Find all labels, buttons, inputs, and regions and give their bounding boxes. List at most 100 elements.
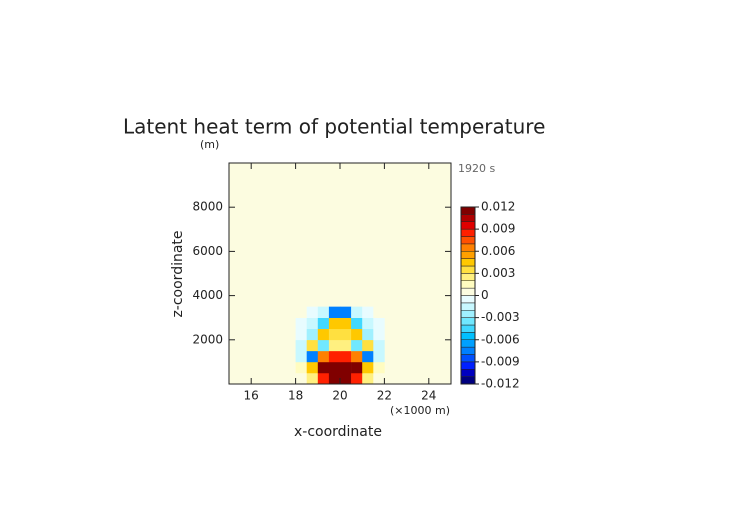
x-tick-label: 20 [332,389,347,403]
x-tick-label: 24 [421,389,436,403]
colorbar-band [460,258,476,267]
time-label: 1920 s [458,162,495,175]
x-tick-label: 22 [377,389,392,403]
colorbar-band [460,369,476,377]
cell [317,328,330,341]
x-tick-label: 18 [288,389,303,403]
colorbar-band [460,214,476,222]
cell [351,361,363,374]
cell [351,317,363,330]
colorbar-band [460,287,476,296]
colorbar-band [460,280,476,289]
colorbar-tick-label: -0.006 [481,332,520,346]
cell [362,306,374,318]
x-axis-label: x-coordinate [294,424,382,440]
cell [340,328,352,341]
cell [295,372,307,385]
chart-title: Latent heat term of potential temperatur… [123,115,545,139]
colorbar-tick-label: 0.003 [481,266,515,280]
y-tick-label: 2000 [192,332,223,346]
cell [306,372,319,385]
cell [306,328,319,341]
colorbar-tick-label: -0.003 [481,310,520,324]
cell [340,317,352,330]
cell [340,350,352,363]
cell [340,339,352,352]
x-unit: (×1000 m) [390,404,450,417]
cell [328,328,341,341]
colorbar-band [460,228,476,237]
cell [373,372,385,385]
colorbar-band [460,361,476,370]
cell [306,339,319,352]
cell [317,306,330,318]
cell [306,306,319,318]
colorbar-tick-label: -0.012 [481,377,520,391]
cell [373,339,385,352]
y-tick-label: 6000 [192,244,223,258]
cell [306,361,319,374]
cell [295,361,307,374]
cell [373,350,385,363]
cell [362,339,374,352]
colorbar-band [460,265,476,274]
cell [328,317,341,330]
cell [373,328,385,341]
cell [328,339,341,352]
cell [317,372,330,385]
cell [351,328,363,341]
colorbar-band [460,354,476,363]
colorbar-band [460,324,476,333]
cell [317,350,330,363]
colorbar-tick-label: -0.009 [481,354,520,368]
colorbar-band [460,221,476,230]
colorbar-band [460,376,476,385]
cell [362,328,374,341]
colorbar-band [460,310,476,318]
cell [340,361,352,374]
colorbar-band [460,236,476,245]
colorbar-band [460,206,476,215]
cell [362,317,374,330]
cell [373,361,385,374]
cell [328,372,341,385]
cell [362,372,374,385]
cell [295,350,307,363]
y-tick-label: 4000 [192,288,223,302]
y-axis-label: z-coordinate [170,230,186,317]
cell [328,306,341,318]
cell [351,350,363,363]
cell [295,339,307,352]
cell [351,339,363,352]
cell [317,317,330,330]
cell [295,306,307,318]
colorbar-tick-label: 0.006 [481,244,515,258]
cell [295,317,307,330]
cell [340,372,352,385]
x-tick-label: 16 [244,389,259,403]
colorbar-band [460,332,476,340]
colorbar-band [460,346,476,355]
cell [373,317,385,330]
colorbar-band [460,295,476,304]
cell [306,317,319,330]
colorbar-band [460,251,476,259]
cell [351,372,363,385]
colorbar-band [460,317,476,326]
cell [328,361,341,374]
colorbar-band [460,243,476,252]
colorbar-band [460,273,476,281]
colorbar-tick-label: 0.009 [481,222,515,236]
cell [317,339,330,352]
cell [362,361,374,374]
colorbar-tick-label: 0 [481,288,489,302]
colorbar-band [460,339,476,348]
y-tick-label: 8000 [192,200,223,214]
y-unit: (m) [200,138,219,151]
cell [340,306,352,318]
colorbar-tick-label: 0.012 [481,200,515,214]
cell [328,350,341,363]
cell [317,361,330,374]
cell [306,350,319,363]
